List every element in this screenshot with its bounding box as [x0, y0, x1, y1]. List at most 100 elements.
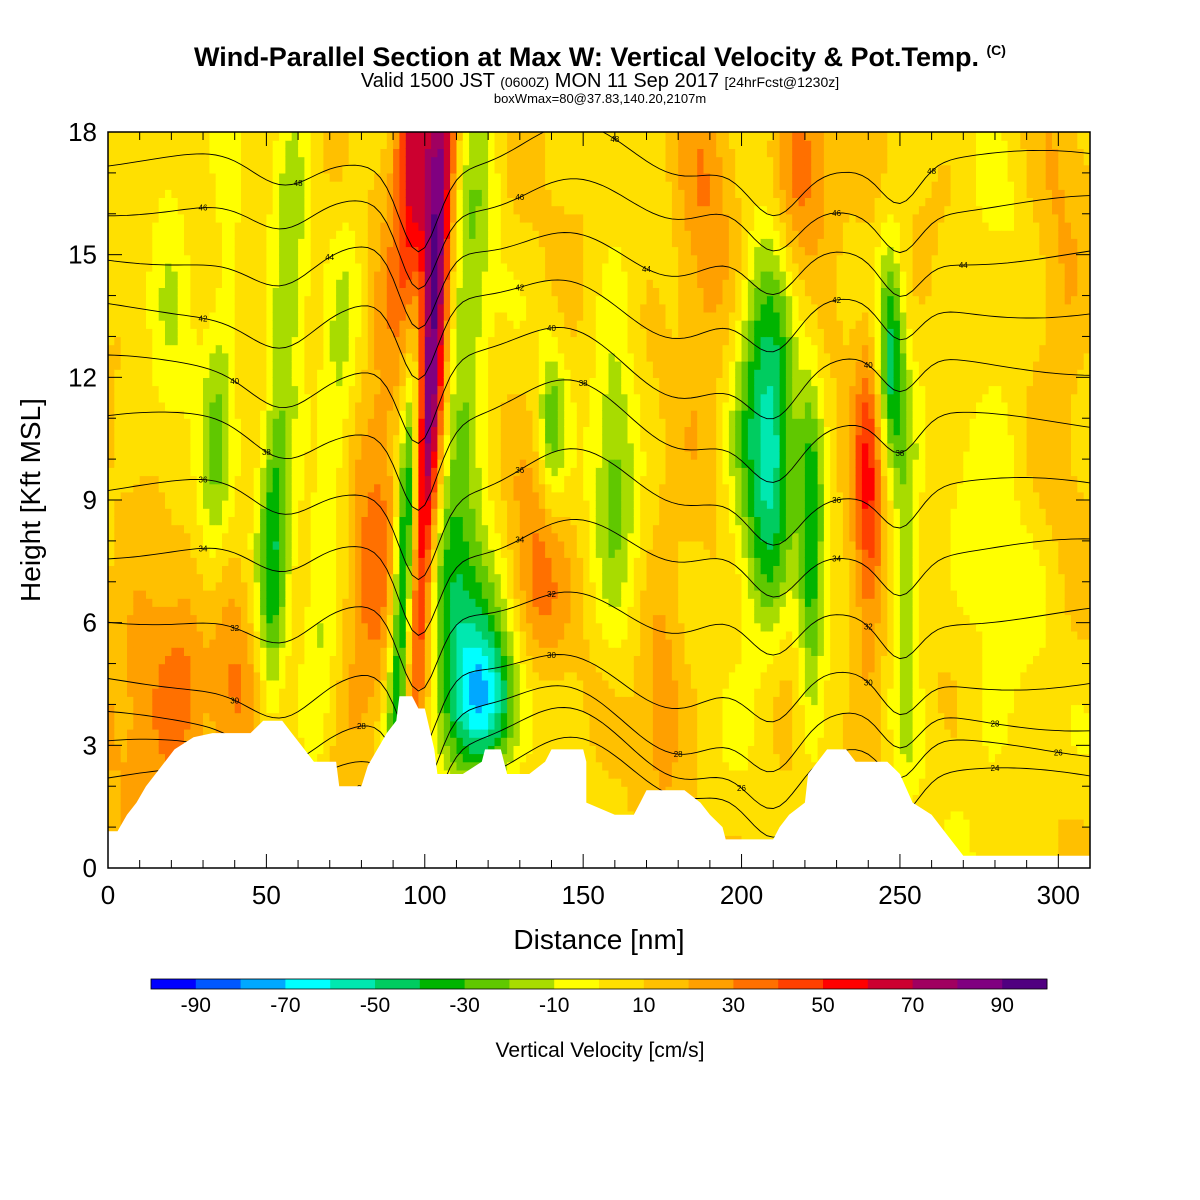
- velocity-cell: [152, 336, 160, 346]
- velocity-cell: [120, 352, 128, 362]
- velocity-cell: [196, 164, 204, 174]
- velocity-cell: [234, 287, 242, 297]
- velocity-cell: [120, 549, 128, 558]
- velocity-cell: [108, 156, 115, 166]
- velocity-cell: [228, 688, 236, 697]
- velocity-cell: [228, 524, 236, 534]
- velocity-cell: [386, 483, 394, 493]
- velocity-cell: [342, 606, 350, 616]
- velocity-cell: [374, 524, 381, 534]
- velocity-cell: [291, 328, 299, 338]
- velocity-cell: [298, 189, 305, 198]
- velocity-cell: [443, 704, 451, 714]
- velocity-cell: [190, 606, 198, 616]
- velocity-cell: [291, 540, 299, 550]
- velocity-cell: [374, 410, 381, 419]
- velocity-cell: [424, 442, 432, 452]
- velocity-cell: [215, 361, 223, 370]
- velocity-cell: [310, 647, 318, 656]
- velocity-cell: [146, 213, 153, 223]
- velocity-cell: [196, 238, 204, 248]
- velocity-cell: [234, 271, 242, 280]
- velocity-cell: [336, 630, 343, 640]
- velocity-cell: [431, 671, 438, 681]
- velocity-cell: [228, 320, 236, 329]
- velocity-cell: [146, 287, 153, 297]
- velocity-cell: [348, 671, 356, 681]
- velocity-cell: [139, 410, 147, 419]
- velocity-cell: [386, 410, 394, 419]
- velocity-cell: [348, 164, 356, 174]
- velocity-cell: [146, 246, 153, 256]
- velocity-cell: [380, 639, 388, 648]
- velocity-cell: [139, 181, 147, 190]
- velocity-cell: [133, 287, 141, 297]
- velocity-cell: [437, 295, 445, 305]
- velocity-cell: [348, 769, 356, 779]
- velocity-cell: [418, 483, 426, 493]
- velocity-cell: [127, 483, 134, 493]
- velocity-cell: [253, 361, 261, 370]
- velocity-cell: [108, 140, 115, 149]
- velocity-cell: [361, 639, 369, 648]
- velocity-cell: [399, 361, 407, 370]
- velocity-cell: [405, 246, 413, 256]
- velocity-cell: [424, 704, 432, 714]
- velocity-cell: [367, 238, 375, 248]
- velocity-cell: [380, 532, 388, 542]
- velocity-cell: [120, 410, 128, 419]
- velocity-cell: [158, 328, 166, 338]
- velocity-cell: [234, 132, 242, 141]
- velocity-cell: [266, 164, 274, 174]
- velocity-cell: [437, 614, 445, 624]
- velocity-cell: [190, 663, 198, 673]
- velocity-cell: [127, 720, 134, 730]
- velocity-cell: [222, 213, 229, 223]
- velocity-cell: [222, 140, 229, 149]
- velocity-cell: [291, 720, 299, 730]
- velocity-cell: [393, 164, 400, 174]
- velocity-cell: [450, 663, 457, 673]
- velocity-cell: [361, 581, 369, 591]
- velocity-cell: [253, 254, 261, 264]
- velocity-cell: [127, 189, 134, 198]
- velocity-cell: [443, 647, 451, 656]
- velocity-cell: [171, 181, 179, 190]
- velocity-cell: [317, 336, 324, 346]
- velocity-cell: [374, 181, 381, 190]
- velocity-cell: [393, 540, 400, 550]
- velocity-cell: [222, 557, 229, 566]
- velocity-cell: [405, 279, 413, 288]
- velocity-cell: [386, 401, 394, 411]
- velocity-cell: [374, 377, 381, 387]
- velocity-cell: [184, 581, 191, 591]
- velocity-cell: [336, 418, 343, 427]
- velocity-cell: [336, 361, 343, 370]
- velocity-cell: [443, 565, 451, 575]
- velocity-cell: [108, 704, 115, 714]
- velocity-cell: [127, 344, 134, 354]
- velocity-cell: [380, 377, 388, 387]
- velocity-cell: [317, 581, 324, 591]
- velocity-cell: [158, 254, 166, 264]
- velocity-cell: [386, 549, 394, 558]
- velocity-cell: [399, 581, 407, 591]
- velocity-cell: [431, 598, 438, 607]
- velocity-cell: [443, 352, 451, 362]
- velocity-cell: [348, 344, 356, 354]
- velocity-cell: [222, 246, 229, 256]
- velocity-cell: [196, 565, 204, 575]
- velocity-cell: [329, 704, 337, 714]
- velocity-cell: [146, 344, 153, 354]
- velocity-cell: [386, 254, 394, 264]
- velocity-cell: [171, 230, 179, 239]
- velocity-cell: [171, 156, 179, 166]
- velocity-cell: [304, 262, 312, 272]
- velocity-cell: [203, 393, 210, 403]
- velocity-cell: [291, 254, 299, 264]
- velocity-cell: [329, 606, 337, 616]
- velocity-cell: [355, 254, 362, 264]
- velocity-cell: [260, 524, 267, 534]
- velocity-cell: [437, 344, 445, 354]
- velocity-cell: [310, 639, 318, 648]
